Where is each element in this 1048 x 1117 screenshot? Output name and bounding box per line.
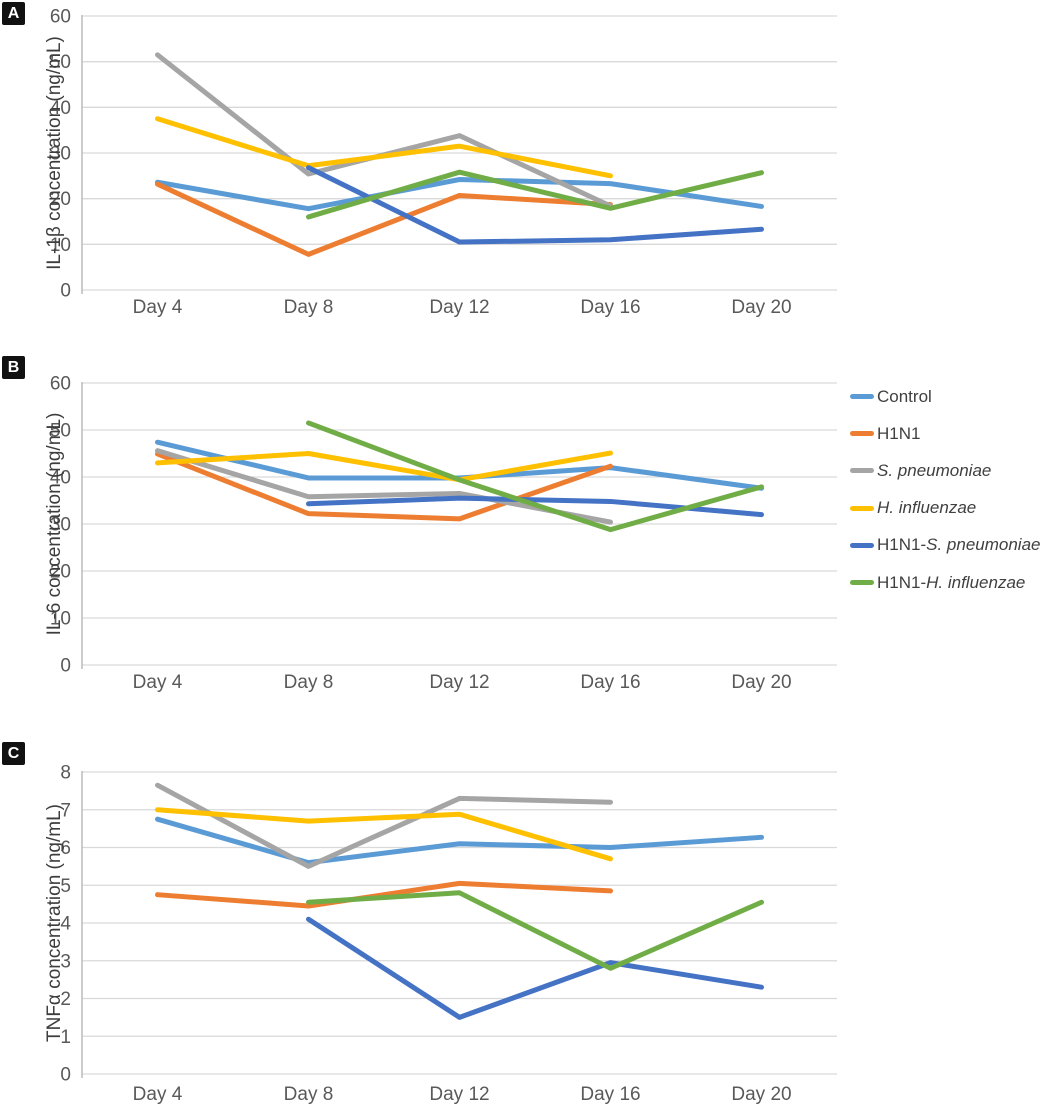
x-tick-day-8: Day 8 xyxy=(284,1084,334,1105)
y-tick-1: 1 xyxy=(60,1027,71,1048)
y-tick-5: 5 xyxy=(60,876,71,897)
panel-letter-c: C xyxy=(2,742,25,765)
y-tick-20: 20 xyxy=(50,562,71,583)
y-axis-title-il1b: IL-1β concentration (ng/mL) xyxy=(44,36,65,270)
legend-item-h1n1-h-influenzae: H1N1-H. influenzae xyxy=(850,564,1048,601)
series-line-h1n1-s-pneumoniae xyxy=(306,165,764,245)
x-tick-day-16: Day 16 xyxy=(580,1084,640,1105)
legend-label-h1n1: H1N1 xyxy=(877,423,921,443)
chart-il6: 0 10 20 30 40 50 60 Day 4 Day 8 Day 12 Day 16 Day 2… xyxy=(50,374,837,693)
y-tick-60: 60 xyxy=(50,7,71,28)
legend-item-h1n1: H1N1 xyxy=(850,415,1048,452)
y-tick-8: 8 xyxy=(60,763,71,784)
x-tick-day-20: Day 20 xyxy=(731,297,791,318)
legend-item-control: Control xyxy=(850,378,1048,415)
x-tick-day-16: Day 16 xyxy=(580,672,640,693)
y-tick-30: 30 xyxy=(50,144,71,165)
chart-tnfa: 0 1 2 3 4 5 6 7 8 Day 4 Day 8 Day 12 Day 16 Day 20 xyxy=(60,763,837,1105)
y-axis-title-il6: IL-6 concentration (ng/mL) xyxy=(44,412,65,636)
series-line-h1n1-s-pneumoniae xyxy=(306,916,764,1020)
series-line-control xyxy=(155,816,764,866)
panel-c: C TNFα concentration (ng/mL) 0 1 2 3 4 5 6 7 8 Da… xyxy=(0,740,1048,1117)
y-tick-0: 0 xyxy=(60,1065,71,1086)
series-line-s-pneumoniae xyxy=(155,782,613,869)
y-tick-50: 50 xyxy=(50,52,71,73)
series-line-h1n1-h-influenzae xyxy=(306,420,764,533)
series-line-h-influenzae xyxy=(155,450,613,483)
y-tick-50: 50 xyxy=(50,421,71,442)
legend-label-h1n1-h-influenzae: H1N1-H. influenzae xyxy=(877,572,1026,592)
x-tick-day-4: Day 4 xyxy=(133,672,183,693)
y-tick-7: 7 xyxy=(60,800,71,821)
x-tick-day-20: Day 20 xyxy=(731,672,791,693)
y-tick-2: 2 xyxy=(60,989,71,1010)
y-tick-4: 4 xyxy=(60,914,71,935)
y-tick-30: 30 xyxy=(50,515,71,536)
series-line-h1n1 xyxy=(155,451,613,522)
panel-b: B IL-6 concentration (ng/mL) 0 10 20 30 40 50… xyxy=(0,355,1048,700)
x-tick-day-16: Day 16 xyxy=(580,297,640,318)
series-line-h1n1 xyxy=(155,880,613,909)
y-tick-10: 10 xyxy=(50,235,71,256)
y-tick-0: 0 xyxy=(60,656,71,677)
y-tick-10: 10 xyxy=(50,609,71,630)
x-tick-day-20: Day 20 xyxy=(731,1084,791,1105)
legend-item-h1n1-s-pneumoniae: H1N1-S. pneumoniae xyxy=(850,527,1048,564)
legend-label-h1n1-s-pneumoniae: H1N1-S. pneumoniae xyxy=(877,535,1041,555)
x-tick-day-4: Day 4 xyxy=(133,1084,183,1105)
legend-swatch-h1n1 xyxy=(850,431,874,437)
legend-label-s-pneumoniae: S. pneumoniae xyxy=(877,460,992,480)
x-tick-day-12: Day 12 xyxy=(429,672,489,693)
legend-item-s-pneumoniae: S. pneumoniae xyxy=(850,452,1048,489)
legend-swatch-h-influenzae xyxy=(850,505,874,511)
series-line-h1n1-h-influenzae xyxy=(306,890,764,971)
panel-a: A IL-1β concentration (ng/mL) 0 10 20 30 40 5… xyxy=(0,0,1048,350)
series-line-h-influenzae xyxy=(155,807,613,862)
legend-swatch-s-pneumoniae xyxy=(850,468,874,474)
legend-label-control: Control xyxy=(877,386,932,406)
y-tick-6: 6 xyxy=(60,838,71,859)
y-tick-40: 40 xyxy=(50,98,71,119)
x-tick-day-12: Day 12 xyxy=(429,1084,489,1105)
y-tick-40: 40 xyxy=(50,468,71,489)
y-tick-3: 3 xyxy=(60,951,71,972)
y-axis-title-tnfa: TNFα concentration (ng/mL) xyxy=(44,803,65,1043)
x-tick-day-8: Day 8 xyxy=(284,672,334,693)
y-tick-60: 60 xyxy=(50,374,71,395)
series-line-control xyxy=(155,176,764,212)
series-line-h1n1 xyxy=(155,181,613,257)
panel-letter-b: B xyxy=(2,356,25,379)
legend-swatch-h1n1-h-influenzae xyxy=(850,580,874,586)
legend-swatch-control xyxy=(850,394,874,400)
y-tick-0: 0 xyxy=(60,281,71,302)
panel-letter-a: A xyxy=(2,2,25,25)
y-tick-20: 20 xyxy=(50,189,71,210)
chart-il1b: 0 10 20 30 40 50 60 Day 4 Day 8 Day 12 Day 16 Day 2… xyxy=(50,7,837,318)
series-line-h-influenzae xyxy=(155,116,613,179)
x-tick-day-8: Day 8 xyxy=(284,297,334,318)
x-tick-day-4: Day 4 xyxy=(133,297,183,318)
series-line-s-pneumoniae xyxy=(155,448,613,525)
legend-item-h-influenzae: H. influenzae xyxy=(850,490,1048,527)
legend: Control H1N1 S. pneumoniae H. influenzae H1N… xyxy=(850,378,1048,601)
x-tick-day-12: Day 12 xyxy=(429,297,489,318)
series-line-h1n1-h-influenzae xyxy=(306,169,764,220)
legend-swatch-h1n1-s-pneumoniae xyxy=(850,542,874,548)
legend-label-h-influenzae: H. influenzae xyxy=(877,498,977,518)
